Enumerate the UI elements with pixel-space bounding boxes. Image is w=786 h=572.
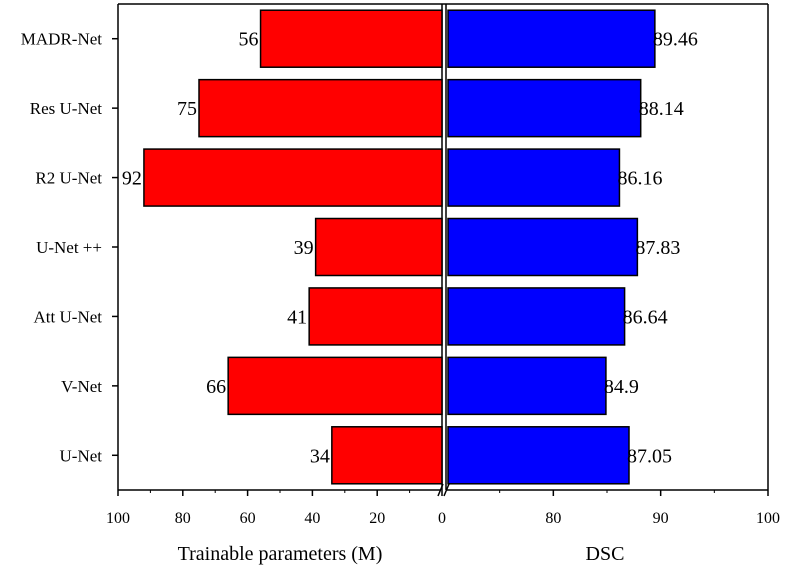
tick-label-dsc: 100 (756, 510, 780, 527)
value-label-dsc: 88.14 (639, 98, 684, 120)
value-label-params: 56 (239, 29, 259, 51)
axis-break-mark (437, 483, 444, 497)
value-label-params: 75 (177, 98, 197, 120)
bar-params-6 (331, 426, 443, 485)
tick-label-params: 80 (175, 510, 191, 527)
value-label-params: 39 (294, 237, 314, 259)
value-label-params: 92 (122, 168, 142, 190)
tick-label-dsc: 90 (653, 510, 669, 527)
bar-dsc-6 (447, 426, 630, 485)
bar-dsc-1 (447, 78, 642, 138)
x-axis-title-left: Trainable parameters (M) (178, 543, 383, 565)
category-label: U-Net ++ (36, 238, 102, 257)
bar-dsc-5 (447, 356, 607, 416)
value-label-dsc: 84.9 (604, 376, 639, 398)
tick-label-params: 100 (106, 510, 130, 527)
value-label-dsc: 86.16 (617, 168, 662, 190)
series-dsc: 89.46 88.14 86.16 87.83 86.64 84.9 87.05 (447, 9, 698, 485)
category-label: MADR-Net (21, 30, 102, 49)
tick-label-params: 40 (304, 510, 320, 527)
category-label: R2 U-Net (35, 169, 102, 188)
tick-label-dsc: 80 (545, 510, 561, 527)
category-axis: MADR-Net Res U-Net R2 U-Net U-Net ++ Att U-N… (21, 30, 118, 465)
bar-dsc-3 (447, 217, 639, 277)
category-label: V-Net (61, 377, 102, 396)
value-label-params: 41 (287, 306, 307, 328)
value-label-params: 34 (310, 445, 330, 467)
bar-params-3 (314, 217, 443, 277)
x-axis-title-right: DSC (586, 543, 625, 565)
bar-params-4 (308, 287, 443, 346)
bar-params-0 (259, 9, 443, 68)
x-axis-ticks: 100 80 60 40 20 0 80 90 100 (106, 490, 780, 527)
value-label-dsc: 87.83 (635, 237, 680, 259)
category-label: U-Net (60, 446, 103, 465)
value-label-dsc: 87.05 (627, 445, 672, 467)
axis-break-mark (443, 483, 450, 497)
value-label-dsc: 86.64 (623, 306, 668, 328)
bar-params-1 (198, 78, 443, 138)
category-label: Res U-Net (30, 99, 103, 118)
tick-label-params: 0 (438, 510, 446, 527)
value-label-params: 66 (206, 376, 226, 398)
bar-params-5 (227, 356, 443, 416)
bar-dsc-4 (447, 287, 626, 346)
bar-dsc-0 (447, 9, 656, 68)
tick-label-params: 60 (240, 510, 256, 527)
tick-label-params: 20 (369, 510, 385, 527)
category-label: Att U-Net (34, 307, 103, 326)
bar-dsc-2 (447, 148, 621, 207)
value-label-dsc: 89.46 (653, 29, 698, 51)
bar-params-2 (143, 148, 443, 207)
series-parameters: 56 75 92 39 41 66 34 (122, 9, 443, 485)
